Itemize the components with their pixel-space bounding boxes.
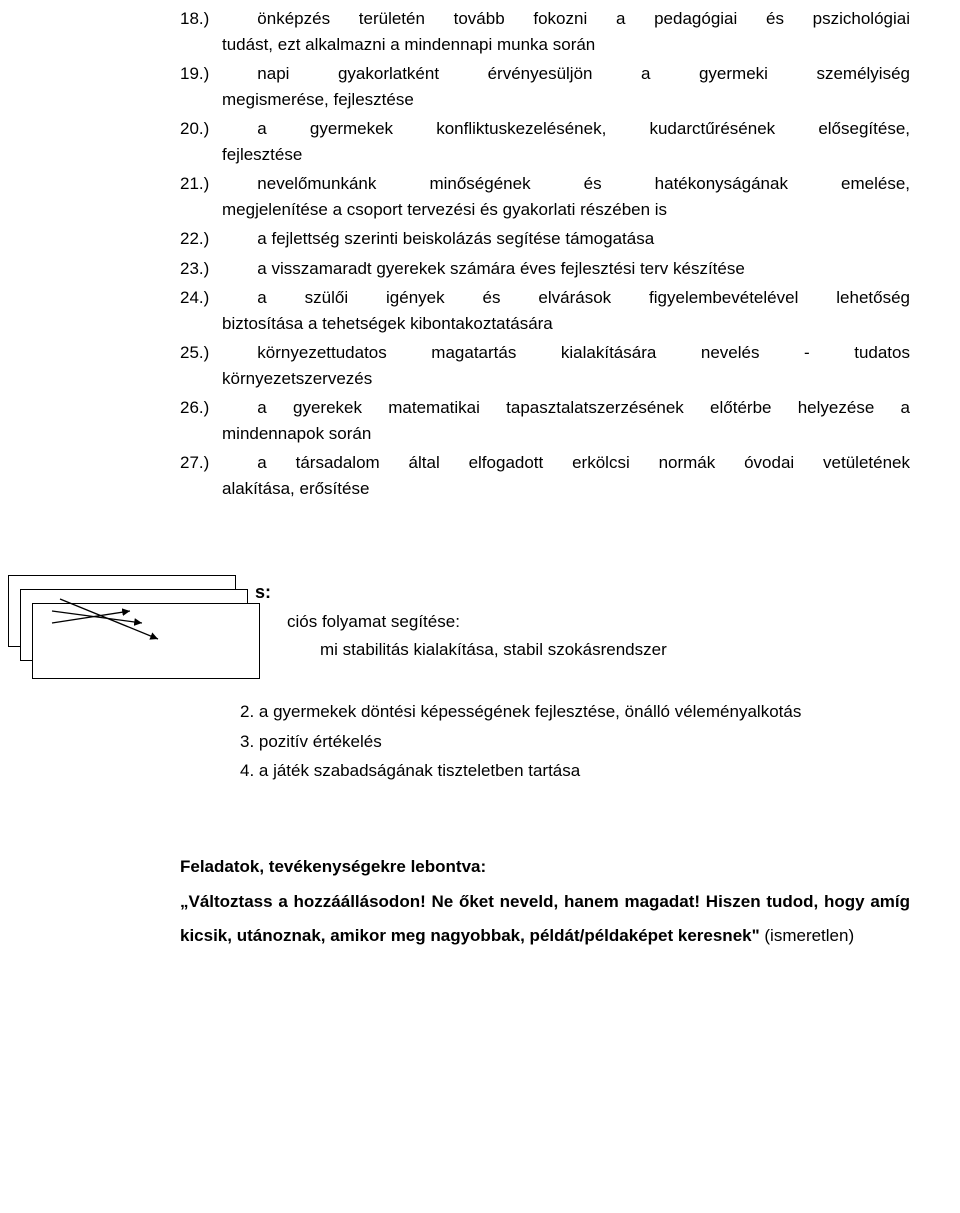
quote-tail: (ismeretlen): [764, 926, 854, 945]
simple-list-item: 2. a gyermekek döntési képességének fejl…: [240, 699, 920, 725]
overlay-arrows: [0, 575, 260, 685]
document-page: 18.) önképzés területén tovább fokozni a …: [0, 0, 960, 993]
numbered-item: 23.) a visszamaradt gyerekek számára éves…: [180, 256, 910, 282]
item-continuation: biztosítása a tehetségek kibontakoztatás…: [222, 311, 910, 337]
section2-title: Feladatok, tevékenységekre lebontva:: [180, 854, 910, 880]
item-continuation: környezetszervezés: [222, 366, 910, 392]
item-continuation: fejlesztése: [222, 142, 910, 168]
item-continuation: megismerése, fejlesztése: [222, 87, 910, 113]
simple-list-item: 4. a játék szabadságának tiszteletben ta…: [240, 758, 920, 784]
item-continuation: alakítása, erősítése: [222, 476, 910, 502]
item-number: 21.): [180, 174, 209, 193]
item-first-line: a fejlettség szerinti beiskolázás segíté…: [257, 229, 654, 248]
spacer-2: [40, 788, 920, 854]
item-first-line: önképzés területén tovább fokozni a peda…: [257, 9, 910, 28]
item-first-line: napi gyakorlatként érvényesüljön a gyerm…: [257, 64, 910, 83]
simple-list-item: 3. pozitív értékelés: [240, 729, 920, 755]
numbered-item: 18.) önképzés területén tovább fokozni a …: [180, 6, 910, 32]
item-first-line: nevelőmunkánk minőségének és hatékonyság…: [257, 174, 910, 193]
item-first-line: a gyerekek matematikai tapasztalatszerzé…: [257, 398, 910, 417]
numbered-item: 21.) nevelőmunkánk minőségének és hatékon…: [180, 171, 910, 197]
item-first-line: a visszamaradt gyerekek számára éves fej…: [257, 259, 745, 278]
item-continuation: mindennapok során: [222, 421, 910, 447]
item-number: 19.): [180, 64, 209, 83]
item-number: 26.): [180, 398, 209, 417]
numbered-item: 19.) napi gyakorlatként érvényesüljön a g…: [180, 61, 910, 87]
item-number: 23.): [180, 259, 209, 278]
item-number: 27.): [180, 453, 209, 472]
item-first-line: környezettudatos magatartás kialakításár…: [257, 343, 910, 362]
section2-quote: „Változtass a hozzáállásodon! Ne őket ne…: [180, 885, 910, 953]
overlay-heading-fragment: s:: [255, 579, 271, 606]
item-continuation: tudást, ezt alkalmazni a mindennapi munk…: [222, 32, 910, 58]
item-number: 22.): [180, 229, 209, 248]
numbered-item: 20.) a gyermekek konfliktuskezelésének, k…: [180, 116, 910, 142]
numbered-item: 26.) a gyerekek matematikai tapasztalatsz…: [180, 395, 910, 421]
overlay-line2-fragment: ciós folyamat segítése:: [287, 609, 460, 635]
item-number: 20.): [180, 119, 209, 138]
item-number: 18.): [180, 9, 209, 28]
numbered-item: 25.) környezettudatos magatartás kialakít…: [180, 340, 910, 366]
item-number: 25.): [180, 343, 209, 362]
item-first-line: a társadalom által elfogadott erkölcsi n…: [257, 453, 910, 472]
spacer: [40, 505, 920, 575]
numbered-item: 22.) a fejlettség szerinti beiskolázás se…: [180, 226, 910, 252]
simple-numbered-list: 2. a gyermekek döntési képességének fejl…: [40, 699, 920, 784]
item-first-line: a gyermekek konfliktuskezelésének, kudar…: [257, 119, 910, 138]
section-2: Feladatok, tevékenységekre lebontva: „Vá…: [40, 854, 920, 954]
item-number: 24.): [180, 288, 209, 307]
overlay-line3-fragment: mi stabilitás kialakítása, stabil szokás…: [320, 637, 667, 663]
numbered-list: 18.) önképzés területén tovább fokozni a …: [40, 6, 920, 501]
item-first-line: a szülői igények és elvárások figyelembe…: [257, 288, 910, 307]
numbered-item: 24.) a szülői igények és elvárások figyel…: [180, 285, 910, 311]
numbered-item: 27.) a társadalom által elfogadott erkölc…: [180, 450, 910, 476]
item-continuation: megjelenítése a csoport tervezési és gya…: [222, 197, 910, 223]
overlay-region: s: ciós folyamat segítése: mi stabilitás…: [0, 575, 920, 695]
